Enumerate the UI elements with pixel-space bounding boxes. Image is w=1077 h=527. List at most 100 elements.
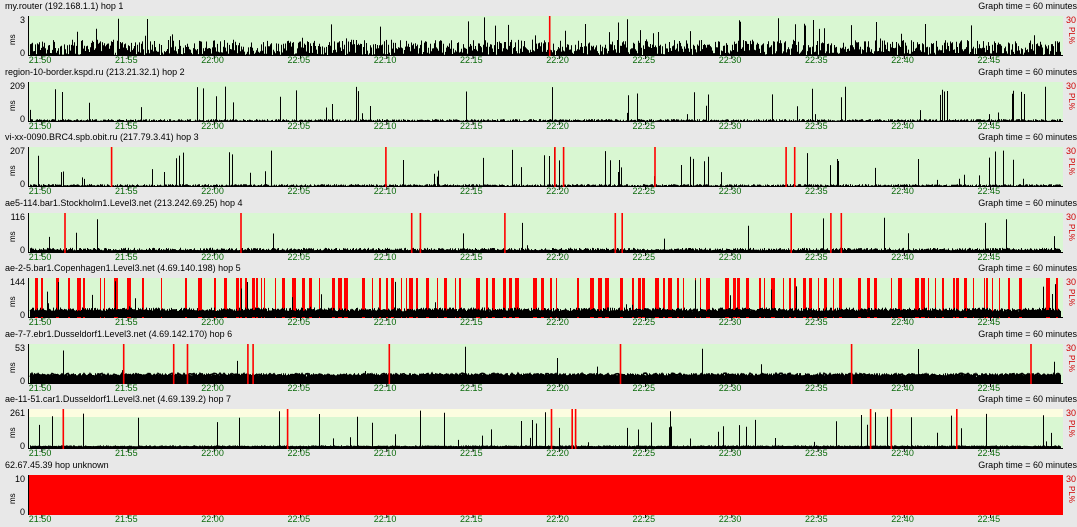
loss-bar (833, 278, 834, 318)
hop-panel-2: region-10-border.kspd.ru (213.21.32.1) h… (0, 66, 1077, 132)
loss-bar (185, 278, 187, 318)
pl-axis-label: PL% (1067, 223, 1076, 241)
x-tick-label: 22:00 (201, 513, 224, 524)
x-tick-label: 21:50 (28, 55, 52, 65)
latency-series (30, 346, 1061, 383)
x-tick-label: 22:25 (632, 317, 656, 327)
loss-bar (486, 278, 488, 318)
plot-svg (28, 278, 1063, 321)
loss-bar (638, 278, 641, 318)
loss-bar (921, 278, 925, 318)
x-tick-label: 22:15 (460, 317, 483, 327)
loss-bar (344, 278, 348, 318)
loss-marker (830, 212, 832, 253)
loss-bar (437, 278, 438, 318)
x-tick-label: 22:15 (460, 513, 483, 524)
x-tick-label: 22:40 (891, 186, 914, 196)
x-tick-label: 22:15 (460, 120, 483, 131)
x-tick-label: 22:00 (201, 186, 224, 196)
x-tick-label: 21:50 (28, 120, 52, 131)
latency-plot (28, 212, 1063, 256)
x-tick-label: 22:20 (546, 448, 569, 458)
y-axis-label: ms (8, 492, 17, 504)
x-tick-label: 22:30 (718, 251, 742, 262)
plot-background (28, 212, 1063, 253)
loss-bar (1019, 278, 1022, 318)
x-tick-label: 22:15 (460, 186, 483, 196)
loss-bar (509, 278, 512, 318)
x-tick-label: 22:05 (287, 382, 311, 393)
loss-bar (668, 278, 672, 318)
loss-bar (252, 278, 255, 318)
y-zero-label: 0 (19, 179, 25, 189)
loss-marker (621, 212, 623, 253)
loss-bar (891, 278, 892, 318)
y-max-label: 116 (10, 211, 25, 222)
graph-time-label: Graph time = 60 minutes (978, 263, 1077, 273)
plot-svg (28, 343, 1063, 387)
x-tick-label: 21:50 (28, 251, 52, 262)
loss-bar (915, 278, 919, 318)
x-tick-label: 22:05 (287, 251, 311, 262)
pl-max-label: 30 (1066, 15, 1077, 25)
loss-marker (122, 343, 125, 384)
x-tick-label: 22:05 (287, 55, 311, 65)
loss-marker (64, 212, 66, 253)
loss-bar (605, 278, 609, 318)
loss-bar (142, 278, 144, 318)
x-tick-label: 22:45 (977, 186, 1001, 196)
plot-background (28, 147, 1063, 187)
loss-bar (733, 278, 736, 318)
loss-bar (706, 278, 710, 318)
loss-bar (556, 278, 557, 318)
loss-bar (867, 278, 870, 318)
y-axis-label: ms (8, 34, 17, 45)
loss-bar (319, 278, 320, 318)
y-max-label: 144 (9, 277, 25, 287)
plot-svg (28, 81, 1063, 125)
graph-time-label: Graph time = 60 minutes (978, 132, 1077, 142)
x-tick-label: 22:20 (546, 186, 569, 196)
x-tick-label: 22:35 (805, 186, 828, 196)
loss-bar (928, 278, 929, 318)
x-tick-label: 22:05 (287, 317, 311, 327)
hop-title: 62.67.45.39 hop unknown (5, 459, 109, 470)
x-tick-label: 22:40 (891, 120, 914, 131)
latency-baseline (30, 445, 1061, 449)
pl-max-label: 30 (1066, 80, 1077, 91)
loss-marker (172, 343, 175, 384)
loss-bar (68, 278, 70, 318)
x-tick-label: 22:05 (287, 513, 311, 524)
latency-baseline (29, 371, 1061, 379)
loss-bar (83, 278, 85, 318)
x-tick-label: 21:50 (28, 317, 52, 327)
loss-bar (632, 278, 634, 318)
x-tick-label: 22:30 (718, 55, 742, 65)
loss-bar (264, 278, 265, 318)
y-zero-label: 0 (19, 48, 25, 58)
loss-bar (256, 278, 258, 318)
loss-bar (642, 278, 645, 318)
loss-bar (953, 278, 955, 318)
x-tick-label: 22:30 (718, 186, 742, 196)
loss-marker (240, 212, 242, 253)
x-tick-label: 22:35 (805, 448, 828, 458)
hop-title: vi-xx-0090.BRC4.spb.obit.ru (217.79.3.41… (5, 132, 199, 142)
x-tick-label: 22:35 (805, 513, 828, 524)
plot-svg (28, 409, 1063, 452)
hop-panel-8: 62.67.45.39 hop unknown Graph time = 60 m… (0, 459, 1077, 525)
x-tick-label: 21:55 (115, 448, 138, 458)
graph-time-label: Graph time = 60 minutes (978, 459, 1077, 470)
x-tick-label: 22:15 (460, 448, 483, 458)
loss-bar (282, 278, 285, 318)
plot-svg (28, 16, 1063, 59)
loss-bar (302, 278, 305, 318)
loss-bar (771, 278, 775, 318)
hop-panel-6: ae-7-7.ebr1.Dusseldorf1.Level3.net (4.69… (0, 328, 1077, 394)
y-max-label: 209 (9, 80, 25, 91)
x-tick-label: 22:45 (977, 317, 1001, 327)
loss-marker (850, 343, 853, 384)
loss-marker (1030, 343, 1032, 384)
x-tick-label: 21:55 (115, 251, 138, 262)
